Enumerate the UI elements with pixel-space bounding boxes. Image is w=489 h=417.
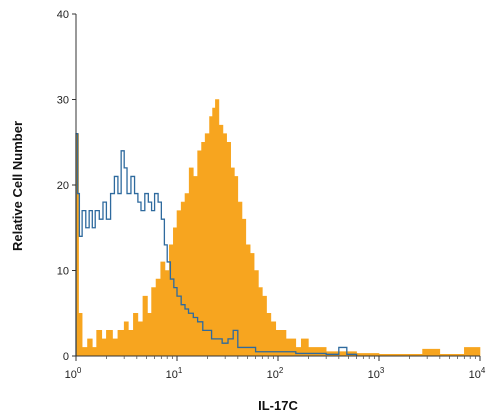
y-tick-label: 30 — [57, 95, 69, 107]
x-ticks: 100 101 102 103 104 — [65, 356, 486, 381]
y-ticks: 0 10 20 30 40 — [57, 9, 76, 363]
y-tick-label: 10 — [57, 266, 69, 278]
x-tick-label: 102 — [267, 366, 284, 381]
x-axis-title: IL-17C — [258, 398, 298, 413]
x-tick-label: 104 — [469, 366, 486, 381]
series-layer — [75, 99, 481, 357]
x-tick-label: 103 — [368, 366, 385, 381]
y-tick-label: 40 — [57, 9, 69, 21]
series-1-outline-histogram — [75, 133, 358, 356]
y-tick-label: 20 — [57, 180, 69, 192]
series-0-filled-histogram — [75, 99, 481, 357]
y-tick-label: 0 — [63, 351, 69, 363]
x-tick-label: 101 — [166, 366, 183, 381]
x-tick-label: 100 — [65, 366, 82, 381]
y-axis-title: Relative Cell Number — [10, 121, 25, 251]
